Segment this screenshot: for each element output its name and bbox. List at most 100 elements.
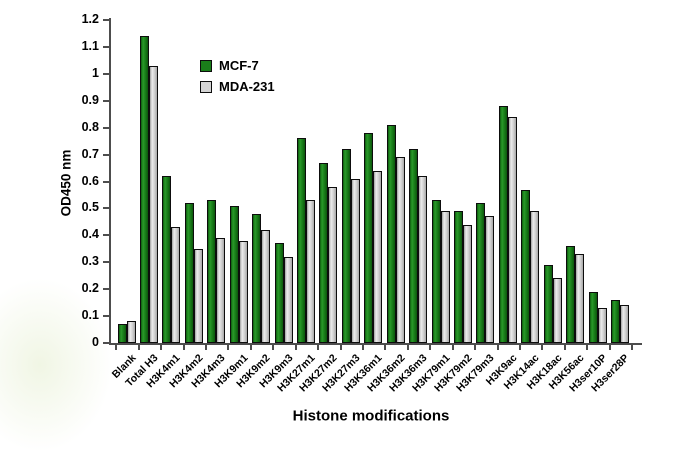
y-tick-label: 0.9 xyxy=(81,92,99,107)
bar xyxy=(409,149,419,343)
bar xyxy=(373,170,383,343)
bar xyxy=(328,186,338,343)
bar xyxy=(566,246,576,343)
y-tick xyxy=(103,342,109,344)
x-tick xyxy=(451,345,454,350)
bar xyxy=(395,157,405,343)
bar xyxy=(283,256,293,343)
bar xyxy=(462,224,472,343)
y-tick xyxy=(103,45,109,48)
bar-chart: OD450 nm Histone modifications MCF-7 MDA… xyxy=(0,12,642,455)
legend-item-mcf7: MCF-7 xyxy=(200,55,275,76)
y-tick-label: 0.6 xyxy=(81,173,99,188)
bar xyxy=(619,305,629,343)
legend-label-mcf7: MCF-7 xyxy=(219,58,259,73)
x-tick xyxy=(586,345,589,350)
bar xyxy=(453,211,463,343)
y-tick xyxy=(103,153,109,156)
y-tick-label: 0.3 xyxy=(81,254,99,269)
legend-label-mda231: MDA-231 xyxy=(219,79,275,94)
bar xyxy=(252,213,262,343)
legend-swatch-mcf7 xyxy=(200,59,212,72)
bar xyxy=(431,200,441,343)
bar xyxy=(148,65,158,343)
bar xyxy=(521,189,531,343)
y-tick-label: 0.5 xyxy=(81,200,99,215)
bar xyxy=(126,321,136,343)
y-tick xyxy=(103,261,109,264)
y-tick-label: 1.2 xyxy=(81,12,99,26)
x-tick xyxy=(272,345,275,350)
x-tick xyxy=(182,345,185,350)
x-tick xyxy=(608,345,611,350)
x-axis-line xyxy=(109,343,642,345)
y-tick-label: 0.1 xyxy=(81,308,99,323)
bar xyxy=(507,116,517,343)
background-smudge xyxy=(0,275,115,455)
bar xyxy=(171,227,181,343)
x-tick xyxy=(519,345,522,350)
bar xyxy=(530,211,540,343)
y-tick xyxy=(103,288,109,291)
x-tick xyxy=(384,345,387,350)
x-tick xyxy=(339,345,342,350)
bar xyxy=(476,203,486,343)
bar xyxy=(552,278,562,343)
bar xyxy=(261,229,271,343)
legend: MCF-7 MDA-231 xyxy=(200,55,275,97)
y-tick xyxy=(103,315,109,318)
x-tick xyxy=(115,345,118,350)
bar xyxy=(296,138,306,343)
bar xyxy=(341,149,351,343)
bar xyxy=(238,240,248,343)
x-tick xyxy=(362,345,364,350)
bar xyxy=(418,176,428,343)
x-tick xyxy=(249,345,252,350)
y-tick xyxy=(103,207,109,210)
bar xyxy=(597,308,607,343)
x-tick xyxy=(496,345,499,350)
x-tick xyxy=(563,345,566,350)
x-tick xyxy=(429,345,432,350)
x-tick xyxy=(160,345,163,350)
y-tick xyxy=(103,234,109,237)
x-axis-title: Histone modifications xyxy=(292,407,450,425)
bar xyxy=(588,291,598,343)
x-tick xyxy=(227,345,230,350)
x-tick xyxy=(541,345,544,350)
bar xyxy=(229,205,239,343)
y-tick xyxy=(103,72,109,75)
bar xyxy=(440,211,450,343)
bar xyxy=(162,176,172,343)
bar xyxy=(305,200,315,343)
y-tick-label: 1.1 xyxy=(81,38,99,53)
y-tick xyxy=(103,99,109,102)
bar xyxy=(485,216,495,343)
legend-item-mda231: MDA-231 xyxy=(200,76,275,97)
bar xyxy=(216,238,226,343)
bar xyxy=(207,200,217,343)
bar xyxy=(350,178,360,343)
y-tick-label: 0.2 xyxy=(81,281,99,296)
y-tick-label: 0.8 xyxy=(81,119,99,134)
y-tick xyxy=(103,19,109,21)
bar xyxy=(575,254,585,343)
x-tick xyxy=(317,345,320,350)
bar xyxy=(386,124,396,343)
bar xyxy=(274,243,284,343)
x-tick xyxy=(406,345,409,350)
y-tick-label: 1 xyxy=(92,65,99,80)
bar xyxy=(139,36,149,343)
x-tick xyxy=(205,345,207,350)
x-tick xyxy=(474,345,477,350)
bar xyxy=(543,264,553,343)
legend-swatch-mda231 xyxy=(200,80,212,93)
x-tick xyxy=(137,345,140,350)
y-tick xyxy=(103,180,109,183)
x-tick xyxy=(294,345,297,350)
bar xyxy=(193,248,203,343)
y-axis-line xyxy=(109,18,111,345)
y-tick-label: 0 xyxy=(92,335,99,349)
bar xyxy=(498,106,508,343)
bar xyxy=(117,324,127,343)
